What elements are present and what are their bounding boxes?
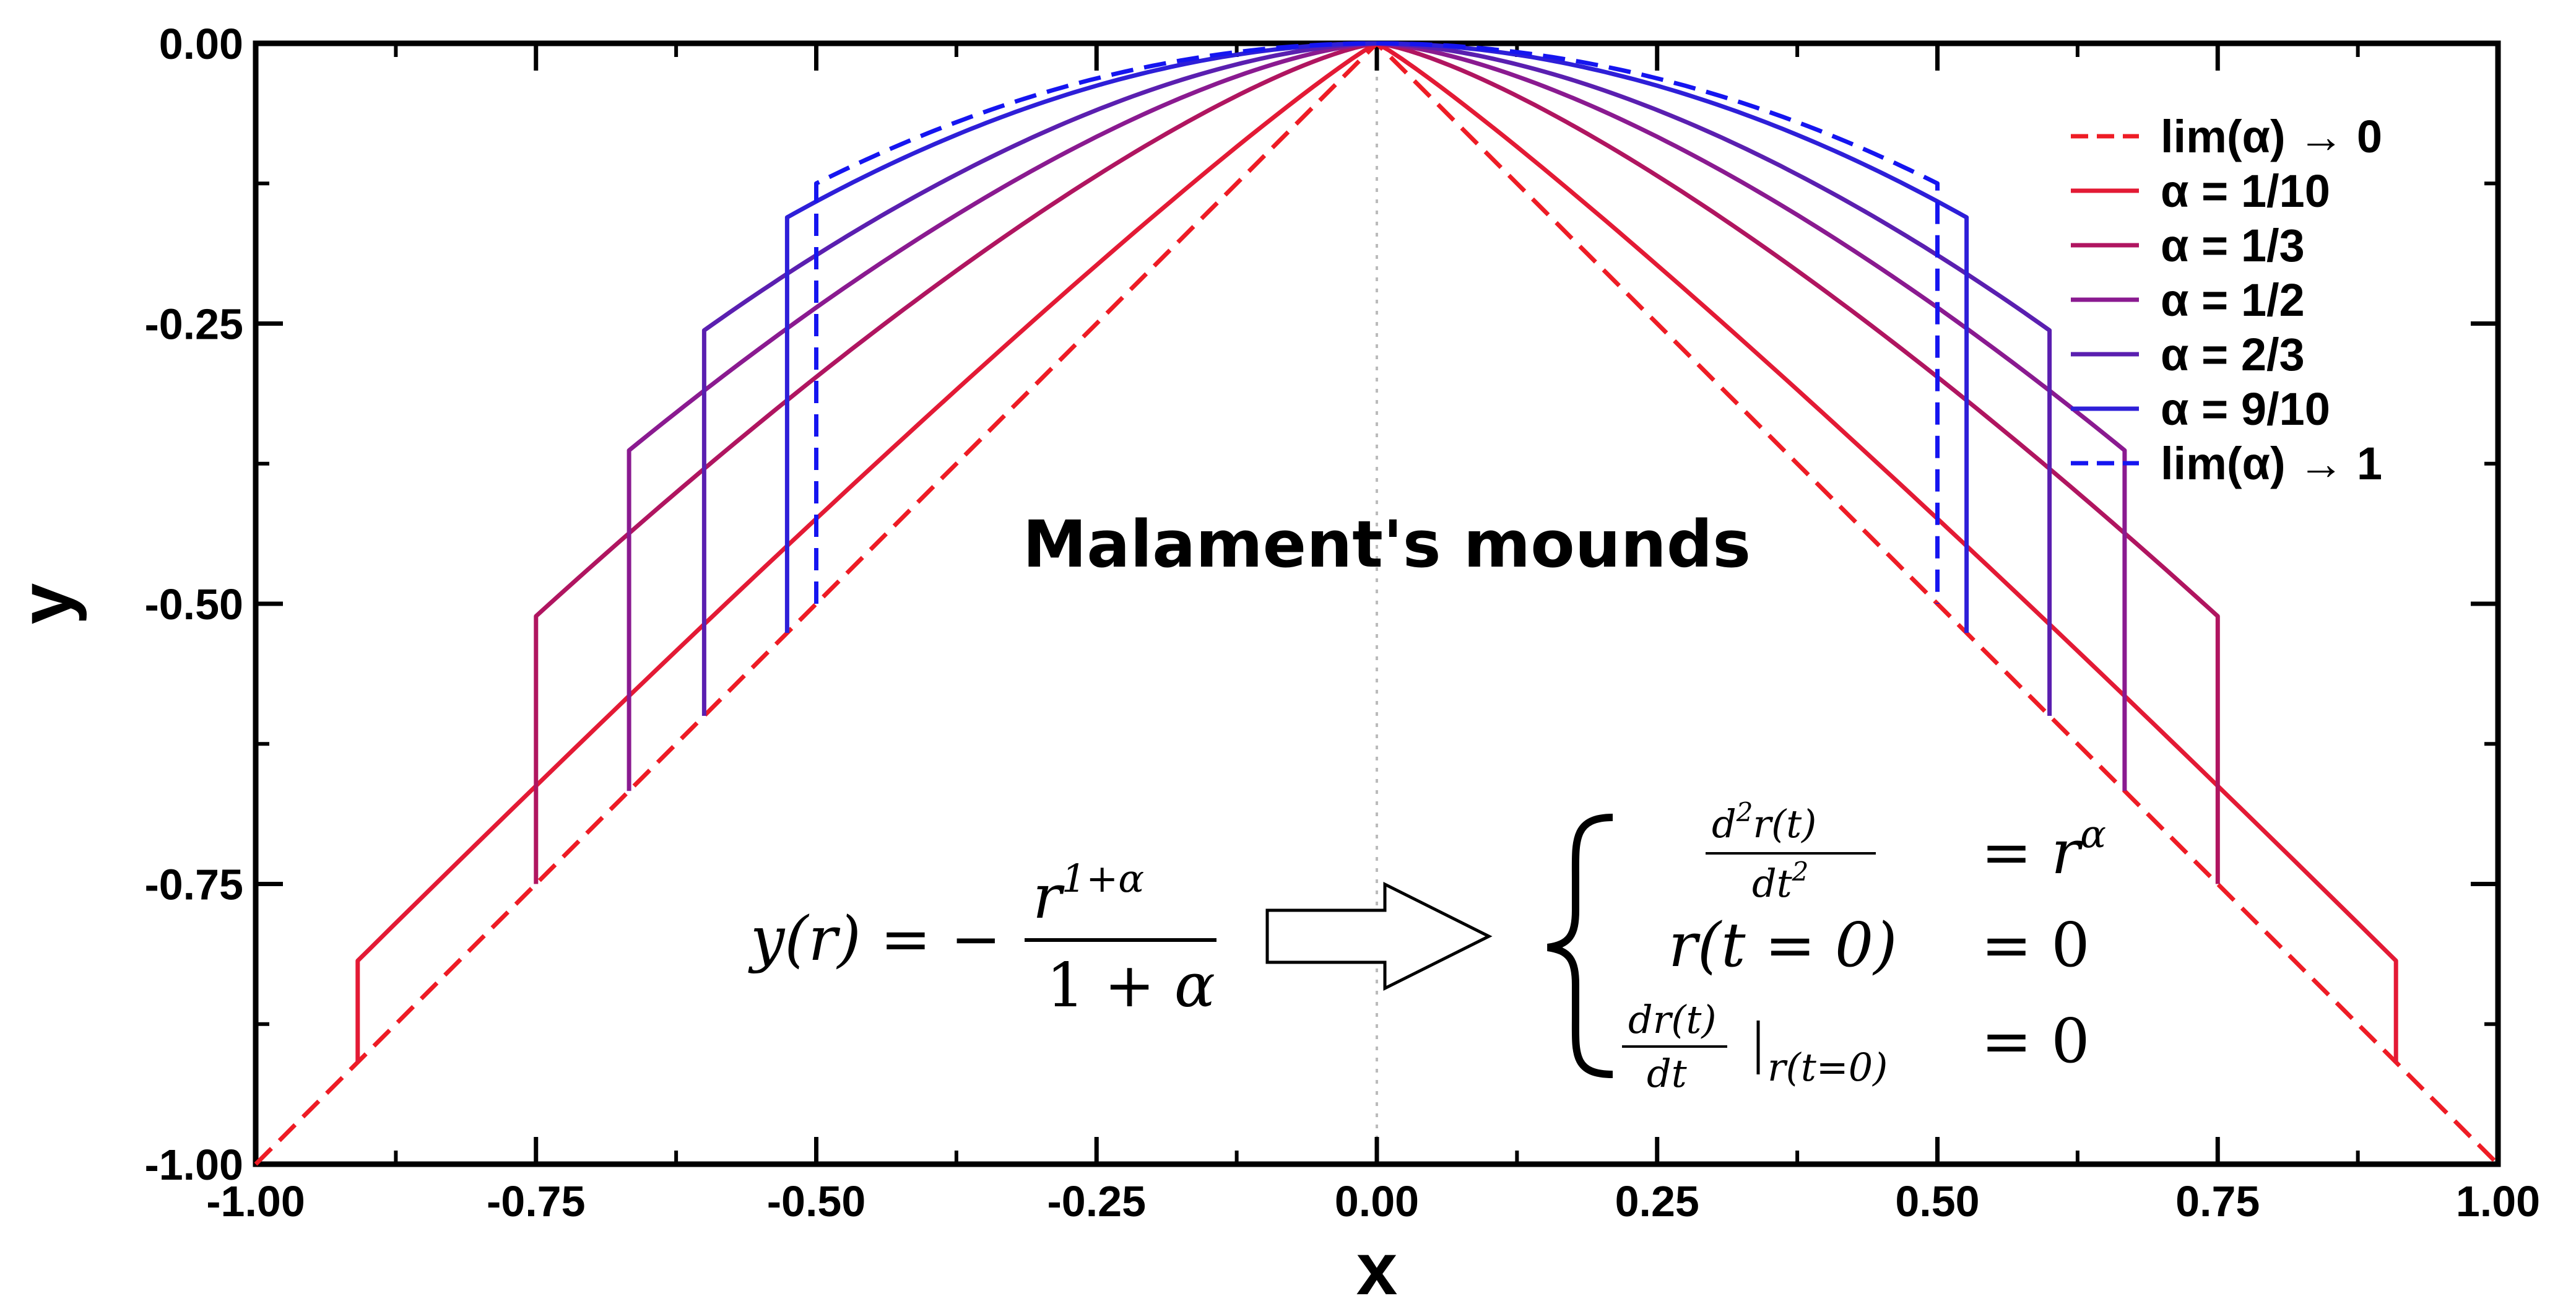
x-tick-labels: -1.00 -0.75 -0.50 -0.25 0.00 0.25 0.50 0.75 1.00 (206, 1177, 2540, 1225)
formula-numerator: r1+α (1033, 856, 1144, 933)
y-axis-label: y (4, 583, 87, 624)
chart-title: Malament's mounds (1023, 507, 1751, 582)
x-tick-label: 0.75 (2175, 1177, 2260, 1225)
svg-text:r(t = 0): r(t = 0) (1668, 910, 1897, 981)
axis-ticks (253, 41, 2500, 1167)
ode-system: d2r(t) dt2 = rα r(t = 0) = 0 dr(t) dt r(… (1547, 797, 2106, 1096)
y-tick-labels: 0.00 -0.25 -0.50 -0.75 -1.00 (144, 20, 243, 1189)
svg-text:dt2: dt2 (1752, 856, 1808, 906)
svg-text:= 0: = 0 (1981, 910, 2090, 981)
legend-entry: α = 2/3 (2161, 329, 2305, 380)
legend-entry: lim(α) → 1 (2161, 438, 2382, 489)
legend-entry: lim(α) → 0 (2161, 111, 2382, 162)
system-brace (1547, 814, 1613, 1078)
svg-text:= rα: = rα (1981, 811, 2106, 888)
svg-text:= 0: = 0 (1981, 1006, 2090, 1077)
formula-denominator: 1 + α (1046, 951, 1215, 1021)
svg-text:dt: dt (1647, 1051, 1687, 1096)
series-line (814, 41, 1940, 604)
y-tick-label: 0.00 (159, 20, 243, 68)
x-tick-label: -0.25 (1047, 1177, 1146, 1225)
y-tick-label: -0.75 (144, 861, 243, 909)
legend: lim(α) → 0α = 1/10α = 1/3α = 1/2α = 2/3α… (2071, 111, 2382, 489)
legend-entry: α = 1/10 (2161, 165, 2330, 217)
svg-text:d2r(t): d2r(t) (1712, 797, 1816, 847)
legend-entry: α = 1/3 (2161, 220, 2305, 271)
x-tick-label: -0.50 (767, 1177, 866, 1225)
x-tick-label: 0.25 (1615, 1177, 1699, 1225)
legend-entry: α = 1/2 (2161, 274, 2305, 326)
series-group (254, 41, 2500, 1166)
y-tick-label: -1.00 (144, 1141, 243, 1189)
y-tick-label: -0.25 (144, 300, 243, 349)
x-tick-label: -1.00 (206, 1177, 305, 1225)
formula-lhs: y(r) = − (748, 904, 1001, 975)
svg-text:r(t=0): r(t=0) (1767, 1045, 1888, 1090)
formula-annotation: y(r) = − r1+α 1 + α (748, 856, 1216, 1021)
y-tick-label: -0.50 (144, 580, 243, 629)
legend-entry: α = 9/10 (2161, 383, 2330, 435)
x-tick-label: -0.75 (487, 1177, 586, 1225)
x-axis-label: x (1356, 1227, 1398, 1306)
x-tick-label: 0.00 (1335, 1177, 1419, 1225)
x-tick-label: 1.00 (2456, 1177, 2540, 1225)
x-tick-label: 0.50 (1895, 1177, 1979, 1225)
svg-text:dr(t): dr(t) (1628, 997, 1717, 1042)
arrow-shape (1265, 881, 1493, 991)
